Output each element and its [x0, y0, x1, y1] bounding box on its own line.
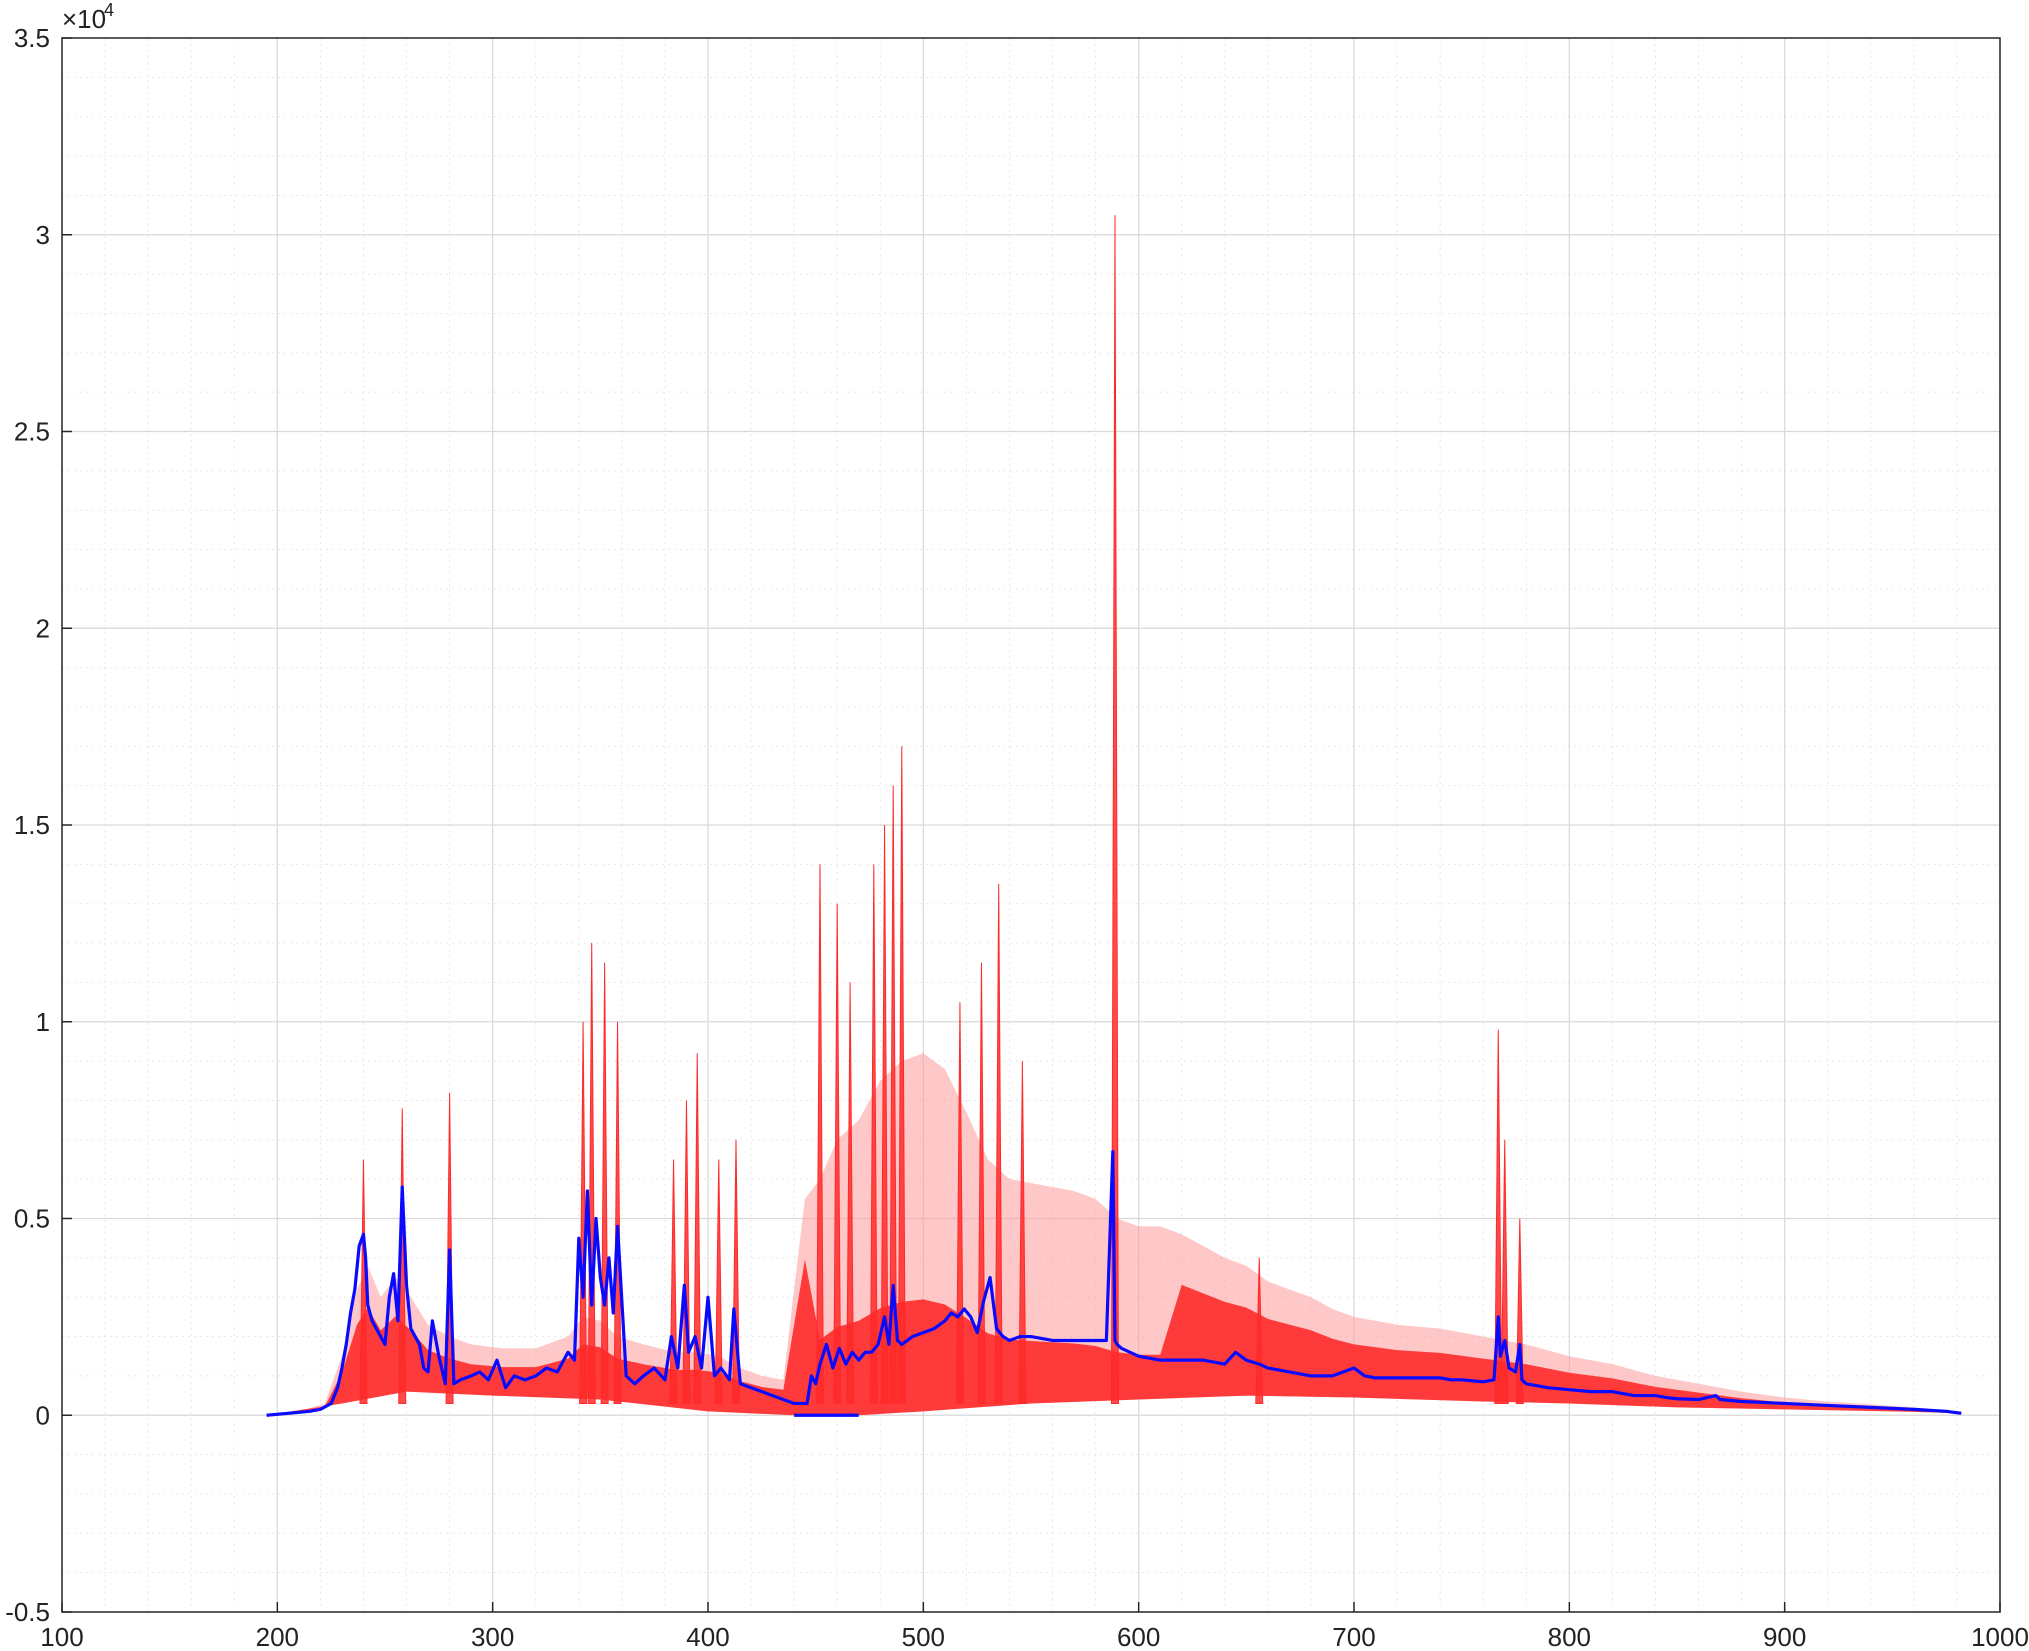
y-tick-label: 0.5 [14, 1204, 50, 1234]
spectral-peak [869, 864, 878, 1404]
mean-spectrum-line [266, 1150, 1962, 1417]
y-tick-label: 3.5 [14, 23, 50, 53]
y-exponent: ×10 4 [62, 0, 114, 34]
spectral-peak [1255, 1257, 1264, 1404]
spectral-peak [846, 982, 855, 1404]
x-tick-label: 800 [1548, 1622, 1591, 1651]
spectral-peak [880, 824, 889, 1404]
axes [61, 37, 2001, 1613]
spectral-peak [579, 1021, 588, 1404]
spectral-peak [955, 1002, 964, 1404]
spectral-peak [714, 1159, 723, 1404]
spectral-peaks [359, 215, 1524, 1404]
spectral-peak [897, 746, 906, 1404]
spectral-peak [889, 785, 898, 1404]
x-tick-label: 400 [686, 1622, 729, 1651]
y-exponent-power: 4 [104, 0, 114, 20]
y-tick-label: 2 [36, 613, 50, 643]
y-tick-label: 1.5 [14, 810, 50, 840]
spectral-peak [1018, 1061, 1027, 1404]
spectral-peak [613, 1021, 622, 1404]
spectral-peak [1110, 215, 1119, 1404]
x-tick-label: 600 [1117, 1622, 1160, 1651]
x-tick-label: 100 [40, 1622, 83, 1651]
x-tick-label: 1000 [1971, 1622, 2029, 1651]
mean-spectrum [266, 1150, 1962, 1417]
tick-labels: 100 200 300 400 500 600 700 800 900 1000 -0.5 0 0.5 1… [5, 23, 2029, 1651]
x-tick-label: 300 [471, 1622, 514, 1651]
spectral-peak [994, 884, 1003, 1404]
spectral-peak [1494, 1029, 1503, 1404]
spectral-peak [977, 962, 986, 1404]
spectral-peak [693, 1053, 702, 1404]
x-tick-label: 900 [1763, 1622, 1806, 1651]
spectra-band-core [266, 1259, 1962, 1416]
spectral-peak [815, 864, 824, 1404]
y-tick-label: 0 [36, 1400, 50, 1430]
x-tick-label: 700 [1332, 1622, 1375, 1651]
y-tick-label: -0.5 [5, 1597, 50, 1627]
y-tick-label: 1 [36, 1007, 50, 1037]
y-tick-label: 3 [36, 220, 50, 250]
y-tick-label: 2.5 [14, 417, 50, 447]
x-tick-label: 500 [902, 1622, 945, 1651]
x-tick-label: 200 [256, 1622, 299, 1651]
y-exponent-base: ×10 [62, 4, 106, 34]
spectral-peak [833, 903, 842, 1404]
spectral-peak [1500, 1139, 1509, 1404]
